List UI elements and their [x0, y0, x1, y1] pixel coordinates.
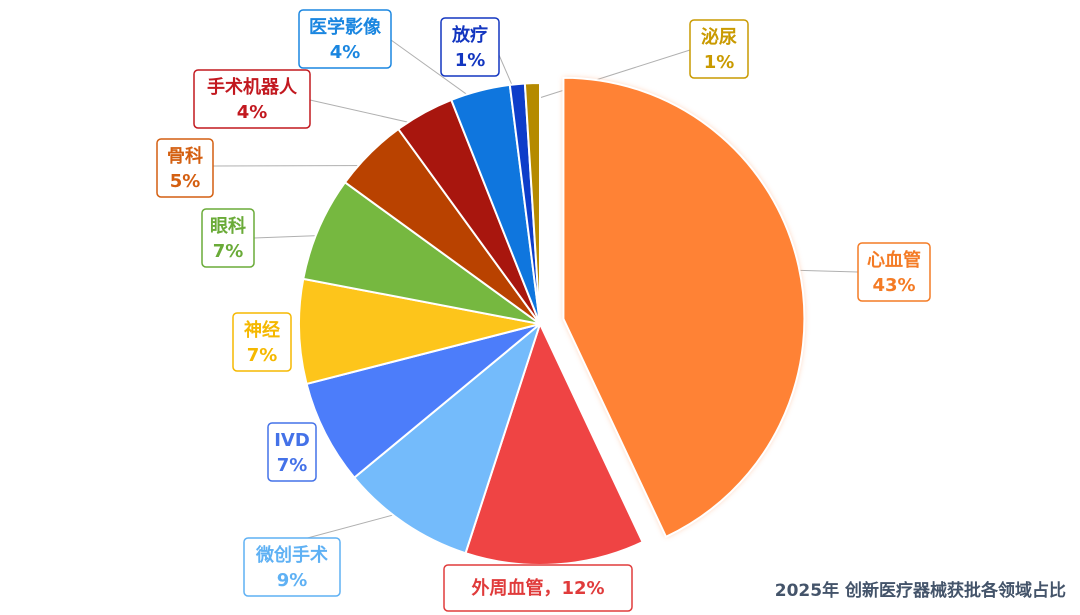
data-label-放疗: 放疗 1% — [440, 17, 500, 77]
data-label-category: 放疗 — [451, 24, 488, 46]
pie-slices — [298, 76, 806, 566]
chart-caption: 2025年 创新医疗器械获批各领域占比 — [774, 581, 1066, 601]
data-label-category: 眼科 — [210, 215, 246, 237]
data-label-box — [201, 208, 255, 268]
pie-slice-神经 — [298, 277, 541, 386]
data-label-神经: 神经 7% — [232, 312, 292, 372]
pie-slice-眼科 — [302, 180, 541, 325]
data-label-value: 5% — [170, 171, 201, 192]
data-label-category: 手术机器人 — [207, 76, 298, 98]
data-label-value: 7% — [277, 455, 308, 476]
pie-slice-泌尿 — [523, 81, 541, 325]
data-label-category: IVD — [274, 430, 310, 451]
data-label-value: 7% — [213, 241, 244, 262]
data-label-box — [193, 69, 311, 129]
data-label-value: 9% — [277, 570, 308, 591]
leader-line-泌尿 — [532, 49, 691, 101]
data-label-box — [689, 19, 749, 79]
data-label-box — [298, 9, 392, 69]
data-label-category: 医学影像 — [309, 16, 382, 38]
data-label-骨科: 骨科 5% — [156, 138, 214, 198]
data-label-value: 4% — [330, 42, 361, 63]
data-label-box — [443, 564, 633, 612]
slice-labels: 心血管 43% 外周血管，12% 微创手术 9% IVD 7% 神经 7% 眼科 7% 骨科 5% 手术机… — [156, 9, 931, 612]
data-label-category: 骨科 — [167, 145, 203, 167]
data-label-category: 微创手术 — [255, 544, 328, 566]
pie-slice-IVD — [305, 323, 541, 480]
data-label-box — [440, 17, 500, 77]
data-label-category: 心血管 — [867, 249, 921, 271]
data-label-泌尿: 泌尿 1% — [689, 19, 749, 79]
data-label-value: 1% — [455, 50, 486, 71]
data-label-IVD: IVD 7% — [267, 422, 317, 482]
data-label-box — [267, 422, 317, 482]
data-label-box — [243, 537, 341, 597]
pie-slice-微创手术 — [352, 321, 543, 555]
data-label-value: 4% — [237, 102, 268, 123]
data-label-value: 43% — [872, 275, 915, 296]
data-label-微创手术: 微创手术 9% — [243, 537, 341, 597]
data-label-医学影像: 医学影像 4% — [298, 9, 392, 69]
data-label-category: 神经 — [244, 319, 280, 341]
data-label-心血管: 心血管 43% — [857, 242, 931, 302]
data-label-value: 7% — [247, 345, 278, 366]
data-label-box — [857, 242, 931, 302]
data-label-category: 泌尿 — [701, 26, 737, 48]
data-label-手术机器人: 手术机器人 4% — [193, 69, 311, 129]
data-label-value: 1% — [704, 52, 735, 73]
data-label-box — [232, 312, 292, 372]
pie-slice-心血管 — [562, 76, 806, 539]
data-label-box — [156, 138, 214, 198]
data-label-text: 外周血管，12% — [471, 577, 604, 599]
data-label-外周血管: 外周血管，12% — [443, 564, 633, 612]
data-label-眼科: 眼科 7% — [201, 208, 255, 268]
